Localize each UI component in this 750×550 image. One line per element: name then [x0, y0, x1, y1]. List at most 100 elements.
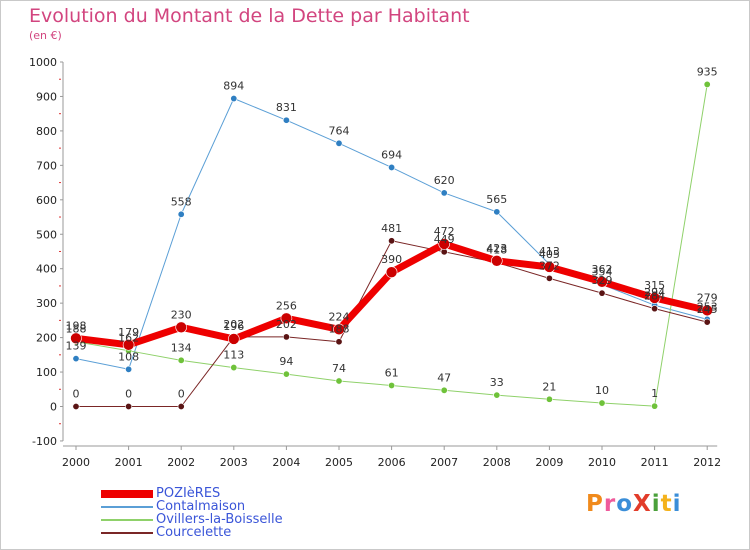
data-label: 47	[437, 371, 451, 384]
data-label: 33	[490, 376, 504, 389]
x-tick-label: 2000	[62, 456, 90, 469]
y-tick-label: 300	[36, 297, 57, 310]
data-point	[177, 402, 185, 410]
logo-letter: i	[651, 491, 661, 517]
data-label: 284	[644, 290, 665, 303]
data-label: 113	[223, 349, 244, 362]
data-point	[230, 95, 238, 103]
legend-label: POZIèRES	[156, 486, 221, 501]
line-chart: -100010020030040050060070080090010002000…	[29, 56, 721, 469]
data-label: 279	[697, 291, 718, 304]
data-label: 0	[125, 388, 132, 401]
y-tick-label: 500	[36, 228, 57, 241]
data-label: 329	[592, 274, 613, 287]
data-label: 405	[539, 248, 560, 261]
data-label: 108	[118, 350, 139, 363]
data-label: 565	[486, 193, 507, 206]
data-point	[703, 80, 711, 88]
data-point	[177, 356, 185, 364]
data-label: 362	[592, 263, 613, 276]
x-tick-label: 2007	[430, 456, 458, 469]
x-tick-label: 2009	[535, 456, 563, 469]
data-label: 390	[381, 253, 402, 266]
y-tick-label: 400	[36, 263, 57, 276]
data-label: 61	[385, 366, 399, 379]
data-label: 481	[381, 222, 402, 235]
data-label: 694	[381, 148, 402, 161]
legend-swatch	[101, 532, 153, 534]
data-label: 224	[329, 310, 350, 323]
chart-subtitle: (en €)	[29, 29, 62, 42]
y-tick-label: 0	[50, 401, 57, 414]
data-point	[598, 399, 606, 407]
y-tick-label: 800	[36, 125, 57, 138]
data-point	[703, 318, 711, 326]
data-point	[388, 163, 396, 171]
logo-letter: X	[633, 491, 652, 517]
data-point	[282, 370, 290, 378]
legend-label: Courcelette	[156, 525, 232, 540]
chart-legend: POZIèRES Contalmaison Ovillers-la-Boissell…	[1, 471, 749, 549]
data-point	[333, 323, 345, 336]
x-tick-label: 2012	[693, 456, 721, 469]
data-label: 1	[651, 387, 658, 400]
x-tick-label: 2011	[641, 456, 669, 469]
y-tick-label: -100	[32, 435, 57, 448]
x-tick-label: 2010	[588, 456, 616, 469]
logo-letter: t	[660, 491, 673, 517]
data-point	[388, 381, 396, 389]
data-point	[335, 338, 343, 346]
legend-swatch	[101, 519, 153, 521]
x-tick-label: 2006	[378, 456, 406, 469]
data-label: 418	[486, 243, 507, 256]
logo-letter: i	[672, 491, 682, 517]
y-tick-label: 1000	[29, 56, 57, 69]
data-point	[72, 402, 80, 410]
data-label: 256	[276, 299, 297, 312]
x-tick-label: 2008	[483, 456, 511, 469]
data-label: 294	[644, 286, 665, 299]
data-label: 134	[171, 341, 192, 354]
data-label: 245	[697, 303, 718, 316]
data-label: 423	[486, 242, 507, 255]
data-label: 162	[118, 332, 139, 345]
data-point	[701, 304, 714, 317]
data-point	[651, 402, 659, 410]
data-point	[335, 377, 343, 385]
data-label: 0	[73, 388, 80, 401]
chart-data-labels: 139 108 558 894 831 764 694 620 565 413 354 294 253 1…	[66, 65, 718, 400]
data-point	[175, 321, 187, 334]
data-point	[335, 139, 343, 147]
y-tick-label: 700	[36, 159, 57, 172]
logo-letter: o	[616, 491, 634, 517]
data-point	[70, 332, 82, 345]
data-point	[493, 208, 501, 216]
data-point	[177, 210, 185, 218]
data-point	[543, 261, 556, 273]
data-label: 188	[66, 323, 87, 336]
data-label: 413	[539, 245, 560, 258]
data-point	[598, 289, 606, 297]
data-point	[282, 116, 290, 124]
data-label: 894	[223, 80, 244, 93]
data-label: 188	[329, 323, 350, 336]
data-point	[125, 365, 133, 373]
data-label: 472	[434, 225, 455, 238]
data-label: 198	[66, 319, 87, 332]
x-tick-label: 2005	[325, 456, 353, 469]
data-point	[230, 364, 238, 372]
data-point	[440, 386, 448, 394]
data-point	[438, 238, 451, 250]
data-label: 935	[697, 65, 718, 78]
x-tick-label: 2001	[115, 456, 143, 469]
chart-series-lines	[72, 83, 711, 407]
data-label: 0	[178, 388, 185, 401]
data-point	[282, 333, 290, 341]
data-label: 253	[697, 300, 718, 313]
data-label: 10	[595, 384, 609, 397]
x-tick-label: 2002	[167, 456, 195, 469]
data-point	[125, 402, 133, 410]
data-label: 230	[171, 308, 192, 321]
data-label: 449	[434, 233, 455, 246]
y-tick-label: 100	[36, 366, 57, 379]
